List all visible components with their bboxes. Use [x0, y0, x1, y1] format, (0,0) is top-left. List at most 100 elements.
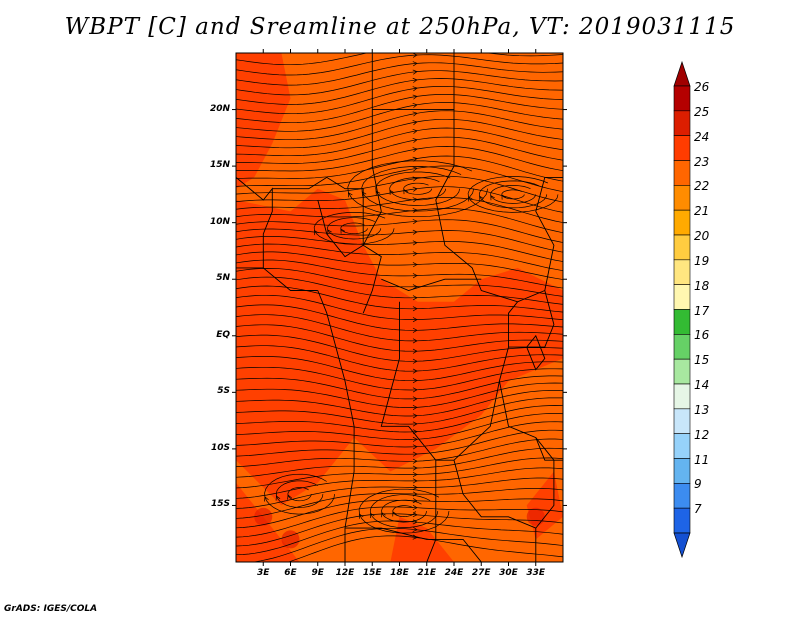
- x-tick-label: 24E: [444, 568, 464, 578]
- border-line: [453, 460, 536, 529]
- streamline-arrow: [412, 534, 418, 540]
- colorbar-label: 22: [694, 179, 710, 194]
- streamline: [369, 494, 439, 528]
- x-tick-label: 33E: [526, 568, 546, 578]
- streamline: [236, 356, 563, 382]
- streamline-arrow: [412, 378, 418, 384]
- streamline-arrow: [381, 512, 386, 518]
- streamline-arrow: [392, 511, 397, 517]
- streamline-arrow: [412, 53, 418, 58]
- streamline-arrow: [358, 513, 364, 519]
- y-tick-label: 15N: [209, 160, 230, 171]
- colorbar-label: 14: [694, 378, 710, 392]
- streamline-arrow: [327, 229, 332, 235]
- streamline: [392, 505, 416, 517]
- streamline-arrow: [412, 147, 418, 153]
- streamline: [236, 457, 563, 489]
- streamline: [381, 499, 427, 523]
- streamline-arrow: [490, 195, 495, 201]
- hot-spot: [281, 530, 300, 549]
- colorbar-segment: [673, 209, 691, 236]
- streamline: [236, 208, 563, 233]
- border-line: [362, 188, 382, 314]
- streamline: [236, 276, 563, 305]
- streamline: [490, 185, 536, 204]
- streamline-arrow: [412, 111, 418, 117]
- colorbar-bottom-arrow: [673, 532, 691, 559]
- streamline-arrow: [412, 306, 418, 312]
- streamline: [236, 447, 563, 478]
- colorbar-label: 15: [694, 353, 710, 368]
- colorbar-segment: [673, 483, 691, 509]
- border-line: [508, 290, 555, 348]
- border-line: [362, 53, 382, 246]
- streamline-arrow: [412, 348, 418, 354]
- streamline-arrow: [412, 505, 418, 511]
- streamline: [236, 397, 563, 425]
- streamline: [478, 180, 548, 209]
- streamline-arrow: [412, 251, 418, 257]
- colorbar-segment: [673, 334, 691, 360]
- border-line: [508, 301, 518, 348]
- streamline: [403, 182, 433, 195]
- streamline: [236, 467, 563, 499]
- streamline-arrow: [347, 192, 353, 198]
- streamline-arrow: [412, 465, 418, 471]
- streamline-arrow: [412, 458, 418, 464]
- colorbar-segment: [673, 259, 691, 285]
- streamline-arrow: [412, 498, 418, 504]
- streamline: [236, 405, 563, 433]
- streamline-arrow: [412, 240, 418, 246]
- border-line: [272, 176, 364, 190]
- streamline: [236, 186, 563, 213]
- streamline: [236, 421, 563, 448]
- streamline-arrow: [314, 229, 319, 236]
- streamline-arrow: [412, 436, 418, 442]
- streamline: [467, 176, 559, 213]
- y-tick-label: 20N: [209, 103, 230, 114]
- colorbar-segment: [673, 85, 691, 112]
- streamline: [501, 189, 525, 200]
- colorbar-label: 24: [694, 129, 710, 144]
- colorbar-segment: [673, 458, 691, 484]
- streamline-arrow: [479, 195, 484, 201]
- border-line: [345, 527, 482, 562]
- colorbar-segment: [673, 507, 691, 534]
- streamline-arrow: [412, 77, 418, 83]
- streamline-arrow: [412, 317, 418, 323]
- streamline: [361, 166, 475, 212]
- country-borders: [236, 53, 563, 562]
- x-tick-label: 9E: [311, 568, 324, 578]
- x-tick-label: 21E: [417, 568, 437, 578]
- axis-ticks: [232, 49, 567, 566]
- streamline-arrow: [412, 295, 418, 301]
- border-line: [317, 290, 355, 562]
- y-tick-label: 5N: [216, 273, 230, 284]
- colorbar-segment: [673, 284, 691, 310]
- grads-credit: GrADS: IGES/COLA: [4, 604, 98, 614]
- streamline: [236, 513, 563, 547]
- streamline: [236, 375, 563, 400]
- streamline: [236, 438, 563, 467]
- streamline-arrow: [361, 191, 367, 197]
- streamline-arrow: [412, 471, 418, 478]
- colorbar-label: 12: [694, 427, 710, 442]
- x-tick-label: 12E: [335, 568, 355, 578]
- colorbar-label: 7: [694, 502, 702, 517]
- streamline-arrow: [412, 405, 418, 411]
- colorbar-label: 13: [694, 402, 710, 417]
- streamline-arrow: [468, 196, 473, 202]
- hot-spot: [526, 507, 545, 526]
- streamline: [236, 294, 563, 321]
- streamline-arrow: [412, 103, 418, 108]
- streamline: [236, 304, 563, 331]
- streamline-arrow: [275, 495, 281, 501]
- streamline: [236, 477, 563, 509]
- x-tick-label: 6E: [284, 568, 297, 578]
- colorbar-segment: [673, 135, 691, 161]
- streamline: [236, 314, 563, 342]
- streamline-arrow: [412, 358, 418, 364]
- streamline-arrow: [412, 284, 418, 290]
- streamline-arrow: [412, 413, 418, 419]
